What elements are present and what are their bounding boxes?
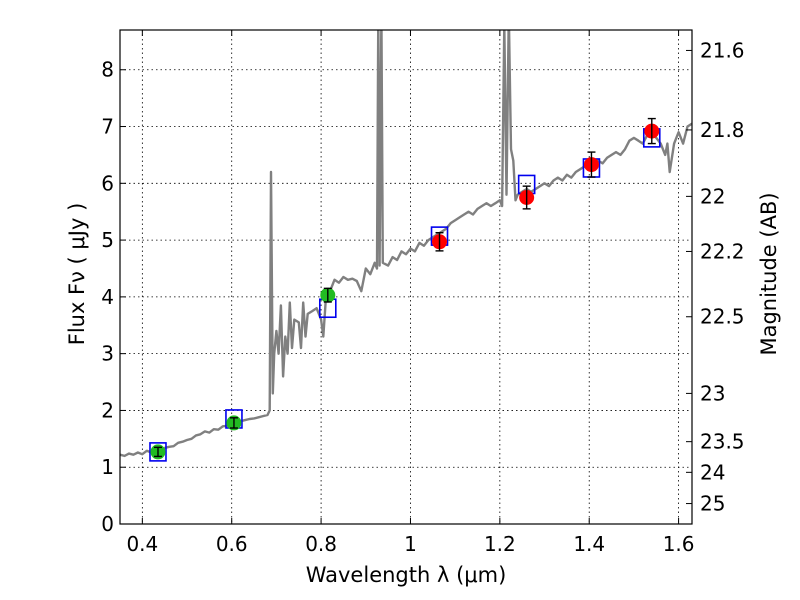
y-tick-label: 8 — [101, 58, 114, 82]
data-point-layer — [150, 117, 660, 460]
y-tick-label: 5 — [101, 228, 114, 252]
x-tick-label: 0.4 — [126, 532, 158, 556]
model-box-layer — [149, 128, 661, 462]
spectrum-line — [120, 30, 692, 458]
tick-layer: 0.4 0.6 0.8 1 1.2 1.4 1.601234567821.621.82222… — [101, 30, 745, 556]
y-axis-label: Flux Fν ( μJy ) — [65, 203, 89, 346]
y2-tick-label: 22.5 — [700, 305, 745, 329]
y2-tick-label: 23.5 — [700, 430, 745, 454]
y2-axis-label: Magnitude (AB) — [757, 192, 781, 355]
y-tick-label: 0 — [101, 512, 114, 536]
y-tick-label: 1 — [101, 455, 114, 479]
y2-tick-label: 22 — [700, 184, 725, 208]
y2-tick-label: 25 — [700, 492, 725, 516]
grid — [120, 30, 692, 525]
y2-tick-label: 24 — [700, 460, 725, 484]
y2-tick-label: 22.2 — [700, 239, 745, 263]
y-tick-label: 7 — [101, 115, 114, 139]
y2-tick-label: 21.6 — [700, 38, 745, 62]
x-axis-label: Wavelength λ (μm) — [306, 563, 507, 587]
y-tick-label: 2 — [101, 398, 114, 422]
y2-tick-label: 23 — [700, 381, 725, 405]
x-tick-label: 0.6 — [216, 532, 248, 556]
plot-frame — [119, 29, 693, 525]
y2-tick-label: 21.8 — [700, 118, 745, 142]
x-tick-label: 1 — [404, 532, 417, 556]
y-tick-label: 4 — [101, 285, 114, 309]
x-tick-label: 1.2 — [484, 532, 516, 556]
spectrum-layer — [120, 30, 692, 458]
y-tick-label: 3 — [101, 342, 114, 366]
model-box — [149, 442, 167, 462]
x-tick-label: 1.4 — [573, 532, 605, 556]
x-tick-label: 1.6 — [663, 532, 695, 556]
y-tick-label: 6 — [101, 171, 114, 195]
x-tick-label: 0.8 — [305, 532, 337, 556]
